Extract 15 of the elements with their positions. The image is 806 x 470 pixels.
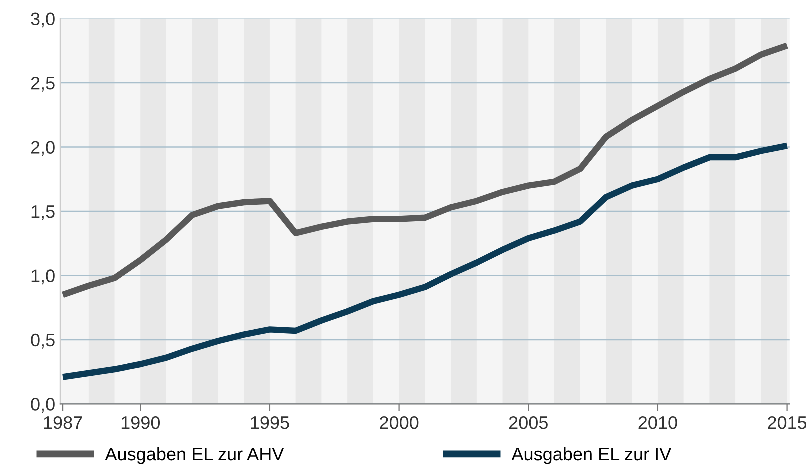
y-tick-label: 1,5 xyxy=(32,206,55,220)
legend-label: Ausgaben EL zur IV xyxy=(512,447,672,464)
x-tick-label: 2005 xyxy=(509,416,548,430)
y-tick-label: 3,0 xyxy=(31,12,55,28)
y-tick-label: 2,0 xyxy=(31,141,55,156)
x-tick-label: 2010 xyxy=(638,416,678,430)
x-tick-label: 1990 xyxy=(122,416,160,430)
y-tick-label: 2,5 xyxy=(31,76,55,92)
y-tick-label: 0,5 xyxy=(31,334,55,349)
x-tick-label: 2000 xyxy=(380,416,419,430)
legend-label: Ausgaben EL zur AHV xyxy=(105,447,284,464)
x-tick-label: 1987 xyxy=(44,416,82,430)
x-tick-label: 1995 xyxy=(251,416,290,430)
y-tick-label: 1,0 xyxy=(32,270,55,285)
y-tick-label: 0,0 xyxy=(31,398,55,414)
